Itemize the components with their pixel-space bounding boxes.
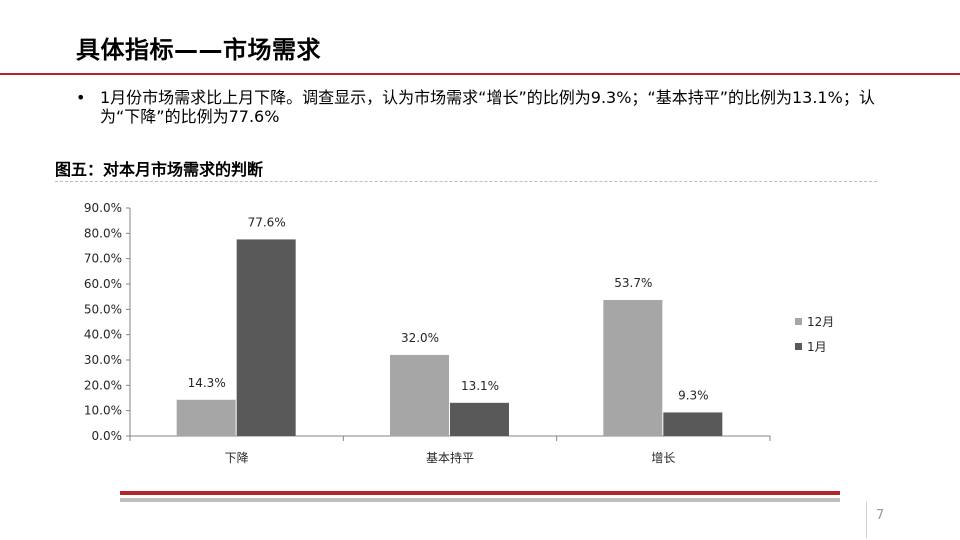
footer-red-bar	[120, 491, 840, 495]
data-label: 9.3%	[678, 388, 709, 402]
y-tick-label: 30.0%	[84, 353, 122, 367]
data-label: 53.7%	[614, 276, 652, 290]
data-label: 32.0%	[401, 331, 439, 345]
y-tick-label: 60.0%	[84, 277, 122, 291]
bar	[176, 399, 236, 436]
bar	[663, 412, 723, 436]
y-tick-label: 20.0%	[84, 378, 122, 392]
x-tick-label: 基本持平	[426, 450, 474, 465]
bar	[390, 354, 449, 436]
summary-bullet: 1月份市场需求比上月下降。调查显示，认为市场需求“增长”的比例为9.3%；“基本…	[100, 88, 875, 126]
data-label: 77.6%	[248, 215, 286, 229]
slide-title: 具体指标——市场需求	[76, 36, 321, 64]
bar	[603, 299, 663, 436]
y-tick-label: 0.0%	[92, 429, 123, 443]
y-tick-label: 70.0%	[84, 252, 122, 266]
page-number-divider	[866, 502, 867, 538]
legend-label: 12月	[807, 315, 834, 329]
figure-divider	[55, 181, 877, 182]
y-tick-label: 50.0%	[84, 302, 122, 316]
data-label: 14.3%	[188, 376, 226, 390]
x-tick-label: 增长	[651, 451, 675, 465]
y-tick-label: 40.0%	[84, 328, 122, 342]
y-tick-label: 90.0%	[84, 201, 122, 215]
legend-label: 1月	[807, 340, 827, 354]
bar	[236, 239, 296, 436]
legend-swatch	[795, 318, 802, 325]
y-tick-label: 80.0%	[84, 226, 122, 240]
footer-gray-bar	[120, 498, 840, 502]
legend-swatch	[795, 343, 802, 350]
bullet-marker: •	[76, 88, 86, 107]
y-tick-label: 10.0%	[84, 404, 122, 418]
page-number: 7	[876, 508, 885, 523]
x-tick-label: 下降	[225, 451, 249, 465]
figure-title: 图五：对本月市场需求的判断	[55, 160, 264, 179]
bar	[450, 402, 509, 436]
data-label: 13.1%	[461, 379, 499, 393]
title-underline	[0, 73, 960, 75]
